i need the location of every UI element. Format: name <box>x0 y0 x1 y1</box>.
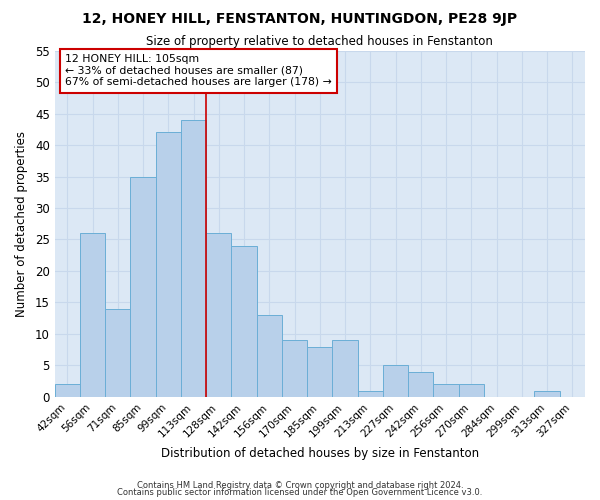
Bar <box>358 390 383 397</box>
Bar <box>383 366 408 397</box>
X-axis label: Distribution of detached houses by size in Fenstanton: Distribution of detached houses by size … <box>161 447 479 460</box>
Text: 12, HONEY HILL, FENSTANTON, HUNTINGDON, PE28 9JP: 12, HONEY HILL, FENSTANTON, HUNTINGDON, … <box>82 12 518 26</box>
Bar <box>459 384 484 397</box>
Text: Contains HM Land Registry data © Crown copyright and database right 2024.: Contains HM Land Registry data © Crown c… <box>137 480 463 490</box>
Bar <box>130 176 155 397</box>
Text: Contains public sector information licensed under the Open Government Licence v3: Contains public sector information licen… <box>118 488 482 497</box>
Bar <box>307 346 332 397</box>
Bar <box>257 315 282 397</box>
Bar <box>232 246 257 397</box>
Bar <box>332 340 358 397</box>
Title: Size of property relative to detached houses in Fenstanton: Size of property relative to detached ho… <box>146 35 493 48</box>
Bar <box>105 309 130 397</box>
Bar <box>282 340 307 397</box>
Bar <box>80 233 105 397</box>
Text: 12 HONEY HILL: 105sqm
← 33% of detached houses are smaller (87)
67% of semi-deta: 12 HONEY HILL: 105sqm ← 33% of detached … <box>65 54 332 87</box>
Bar <box>55 384 80 397</box>
Bar <box>155 132 181 397</box>
Bar <box>408 372 433 397</box>
Bar <box>181 120 206 397</box>
Bar <box>535 390 560 397</box>
Bar <box>206 233 232 397</box>
Y-axis label: Number of detached properties: Number of detached properties <box>15 131 28 317</box>
Bar <box>433 384 459 397</box>
